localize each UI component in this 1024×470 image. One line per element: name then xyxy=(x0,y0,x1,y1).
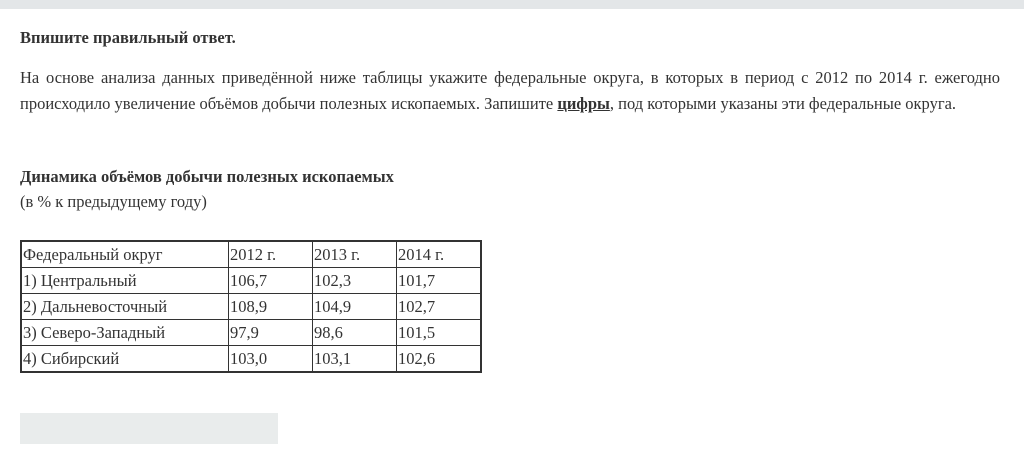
question-text-start: На основе анализа данных приведённой ниж… xyxy=(20,68,1000,113)
table-cell: 101,5 xyxy=(396,319,482,346)
table-cell: 2) Дальневосточный xyxy=(20,293,229,320)
table-row: 3) Северо-Западный 97,9 98,6 101,5 xyxy=(20,319,482,346)
table-row: 2) Дальневосточный 108,9 104,9 102,7 xyxy=(20,293,482,320)
top-bar xyxy=(0,0,1024,9)
table-cell: 97,9 xyxy=(228,319,313,346)
table-title: Динамика объёмов добычи полезных ископае… xyxy=(20,167,394,186)
table-row: 4) Сибирский 103,0 103,1 102,6 xyxy=(20,345,482,373)
instruction: Впишите правильный ответ. xyxy=(20,28,236,47)
table-cell: 103,1 xyxy=(312,345,397,373)
table-header-row: Федеральный округ 2012 г. 2013 г. 2014 г… xyxy=(20,240,482,268)
table-cell: 4) Сибирский xyxy=(20,345,229,373)
answer-input[interactable] xyxy=(20,413,278,444)
table-cell: 102,3 xyxy=(312,267,397,294)
table-row: 1) Центральный 106,7 102,3 101,7 xyxy=(20,267,482,294)
header-cell: Федеральный округ xyxy=(20,240,229,268)
data-table: Федеральный округ 2012 г. 2013 г. 2014 г… xyxy=(20,240,482,373)
table-cell: 98,6 xyxy=(312,319,397,346)
question-text-end: , под которыми указаны эти федеральные о… xyxy=(609,93,957,113)
table-subtitle: (в % к предыдущему году) xyxy=(20,192,207,211)
table-cell: 104,9 xyxy=(312,293,397,320)
header-cell: 2012 г. xyxy=(228,240,313,268)
table-cell: 106,7 xyxy=(228,267,313,294)
table-cell: 108,9 xyxy=(228,293,313,320)
table-cell: 103,0 xyxy=(228,345,313,373)
question-emphasis: цифры xyxy=(557,93,610,113)
table-cell: 101,7 xyxy=(396,267,482,294)
table-cell: 3) Северо-Западный xyxy=(20,319,229,346)
header-cell: 2014 г. xyxy=(396,240,482,268)
question-text: На основе анализа данных приведённой ниж… xyxy=(20,65,1000,116)
table-cell: 102,6 xyxy=(396,345,482,373)
table-cell: 102,7 xyxy=(396,293,482,320)
table-cell: 1) Центральный xyxy=(20,267,229,294)
header-cell: 2013 г. xyxy=(312,240,397,268)
